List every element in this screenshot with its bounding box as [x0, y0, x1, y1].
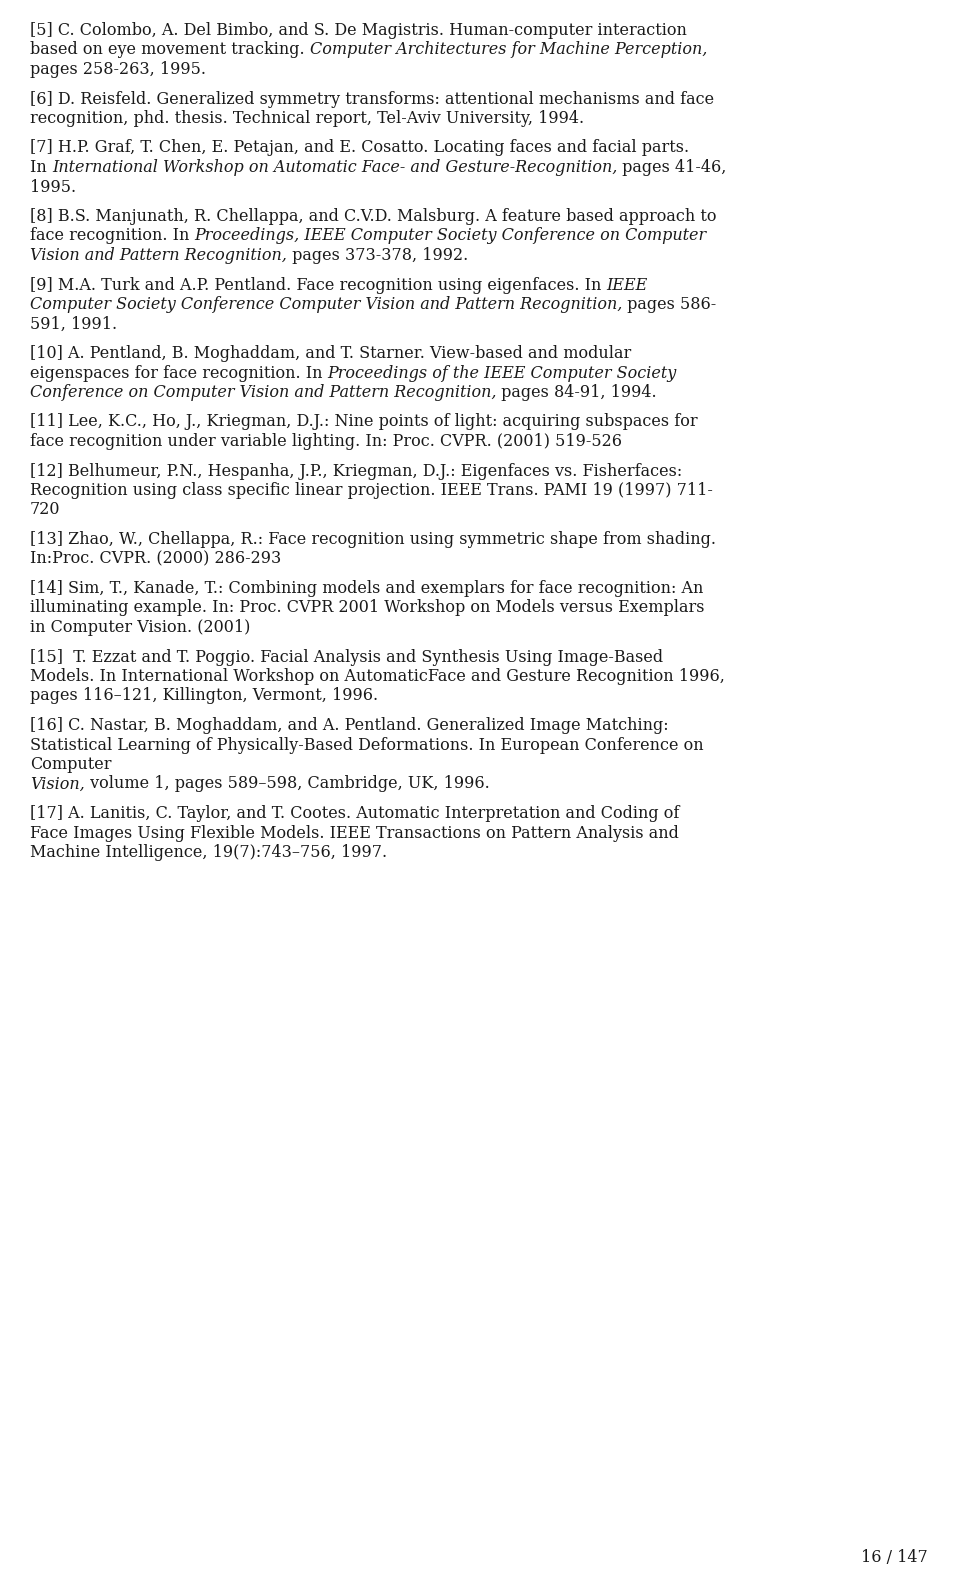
- Text: [13] Zhao, W., Chellappa, R.: Face recognition using symmetric shape from shadin: [13] Zhao, W., Chellappa, R.: Face recog…: [30, 531, 716, 548]
- Text: in Computer Vision. (2001): in Computer Vision. (2001): [30, 619, 251, 637]
- Text: based on eye movement tracking.: based on eye movement tracking.: [30, 41, 310, 59]
- Text: Models. In International Workshop on AutomaticFace and Gesture Recognition 1996,: Models. In International Workshop on Aut…: [30, 668, 725, 684]
- Text: pages 41-46,: pages 41-46,: [617, 158, 727, 176]
- Text: IEEE: IEEE: [607, 277, 648, 293]
- Text: [6] D. Reisfeld. Generalized symmetry transforms: attentional mechanisms and fac: [6] D. Reisfeld. Generalized symmetry tr…: [30, 90, 714, 108]
- Text: 1995.: 1995.: [30, 179, 76, 195]
- Text: Computer: Computer: [30, 756, 111, 773]
- Text: International Workshop on Automatic Face- and Gesture-Recognition,: International Workshop on Automatic Face…: [52, 158, 617, 176]
- Text: 720: 720: [30, 502, 60, 518]
- Text: [10] A. Pentland, B. Moghaddam, and T. Starner. View-based and modular: [10] A. Pentland, B. Moghaddam, and T. S…: [30, 345, 632, 363]
- Text: [11] Lee, K.C., Ho, J., Kriegman, D.J.: Nine points of light: acquiring subspace: [11] Lee, K.C., Ho, J., Kriegman, D.J.: …: [30, 413, 698, 431]
- Text: recognition, phd. thesis. Technical report, Tel-Aviv University, 1994.: recognition, phd. thesis. Technical repo…: [30, 109, 584, 127]
- Text: Proceedings, IEEE Computer Society Conference on Computer: Proceedings, IEEE Computer Society Confe…: [195, 228, 707, 244]
- Text: Proceedings of the IEEE Computer Society: Proceedings of the IEEE Computer Society: [327, 364, 677, 382]
- Text: [9] M.A. Turk and A.P. Pentland. Face recognition using eigenfaces. In: [9] M.A. Turk and A.P. Pentland. Face re…: [30, 277, 607, 293]
- Text: Statistical Learning of Physically-Based Deformations. In European Conference on: Statistical Learning of Physically-Based…: [30, 737, 704, 754]
- Text: Machine Intelligence, 19(7):743–756, 1997.: Machine Intelligence, 19(7):743–756, 199…: [30, 844, 387, 862]
- Text: [12] Belhumeur, P.N., Hespanha, J.P., Kriegman, D.J.: Eigenfaces vs. Fisherfaces: [12] Belhumeur, P.N., Hespanha, J.P., Kr…: [30, 463, 683, 480]
- Text: Face Images Using Flexible Models. IEEE Transactions on Pattern Analysis and: Face Images Using Flexible Models. IEEE …: [30, 825, 679, 841]
- Text: [17] A. Lanitis, C. Taylor, and T. Cootes. Automatic Interpretation and Coding o: [17] A. Lanitis, C. Taylor, and T. Coote…: [30, 805, 680, 822]
- Text: face recognition. In: face recognition. In: [30, 228, 195, 244]
- Text: Computer Architectures for Machine Perception,: Computer Architectures for Machine Perce…: [310, 41, 708, 59]
- Text: [14] Sim, T., Kanade, T.: Combining models and exemplars for face recognition: A: [14] Sim, T., Kanade, T.: Combining mode…: [30, 580, 704, 597]
- Text: volume 1, pages 589–598, Cambridge, UK, 1996.: volume 1, pages 589–598, Cambridge, UK, …: [84, 776, 490, 792]
- Text: eigenspaces for face recognition. In: eigenspaces for face recognition. In: [30, 364, 327, 382]
- Text: [15]  T. Ezzat and T. Poggio. Facial Analysis and Synthesis Using Image-Based: [15] T. Ezzat and T. Poggio. Facial Anal…: [30, 648, 663, 665]
- Text: pages 116–121, Killington, Vermont, 1996.: pages 116–121, Killington, Vermont, 1996…: [30, 687, 378, 705]
- Text: In:Proc. CVPR. (2000) 286-293: In:Proc. CVPR. (2000) 286-293: [30, 551, 281, 567]
- Text: In: In: [30, 158, 52, 176]
- Text: Computer Society Conference Computer Vision and Pattern Recognition,: Computer Society Conference Computer Vis…: [30, 296, 622, 314]
- Text: [5] C. Colombo, A. Del Bimbo, and S. De Magistris. Human-computer interaction: [5] C. Colombo, A. Del Bimbo, and S. De …: [30, 22, 686, 40]
- Text: [16] C. Nastar, B. Moghaddam, and A. Pentland. Generalized Image Matching:: [16] C. Nastar, B. Moghaddam, and A. Pen…: [30, 718, 668, 733]
- Text: Vision,: Vision,: [30, 776, 84, 792]
- Text: pages 586-: pages 586-: [622, 296, 716, 314]
- Text: pages 258-263, 1995.: pages 258-263, 1995.: [30, 62, 206, 78]
- Text: Vision and Pattern Recognition,: Vision and Pattern Recognition,: [30, 247, 287, 265]
- Text: pages 84-91, 1994.: pages 84-91, 1994.: [496, 383, 658, 401]
- Text: illuminating example. In: Proc. CVPR 2001 Workshop on Models versus Exemplars: illuminating example. In: Proc. CVPR 200…: [30, 599, 705, 616]
- Text: Recognition using class specific linear projection. IEEE Trans. PAMI 19 (1997) 7: Recognition using class specific linear …: [30, 482, 713, 499]
- Text: [7] H.P. Graf, T. Chen, E. Petajan, and E. Cosatto. Locating faces and facial pa: [7] H.P. Graf, T. Chen, E. Petajan, and …: [30, 139, 689, 157]
- Text: [8] B.S. Manjunath, R. Chellappa, and C.V.D. Malsburg. A feature based approach : [8] B.S. Manjunath, R. Chellappa, and C.…: [30, 208, 716, 225]
- Text: pages 373-378, 1992.: pages 373-378, 1992.: [287, 247, 468, 265]
- Text: Conference on Computer Vision and Pattern Recognition,: Conference on Computer Vision and Patter…: [30, 383, 496, 401]
- Text: 16 / 147: 16 / 147: [861, 1549, 928, 1567]
- Text: 591, 1991.: 591, 1991.: [30, 315, 117, 333]
- Text: face recognition under variable lighting. In: Proc. CVPR. (2001) 519-526: face recognition under variable lighting…: [30, 432, 622, 450]
